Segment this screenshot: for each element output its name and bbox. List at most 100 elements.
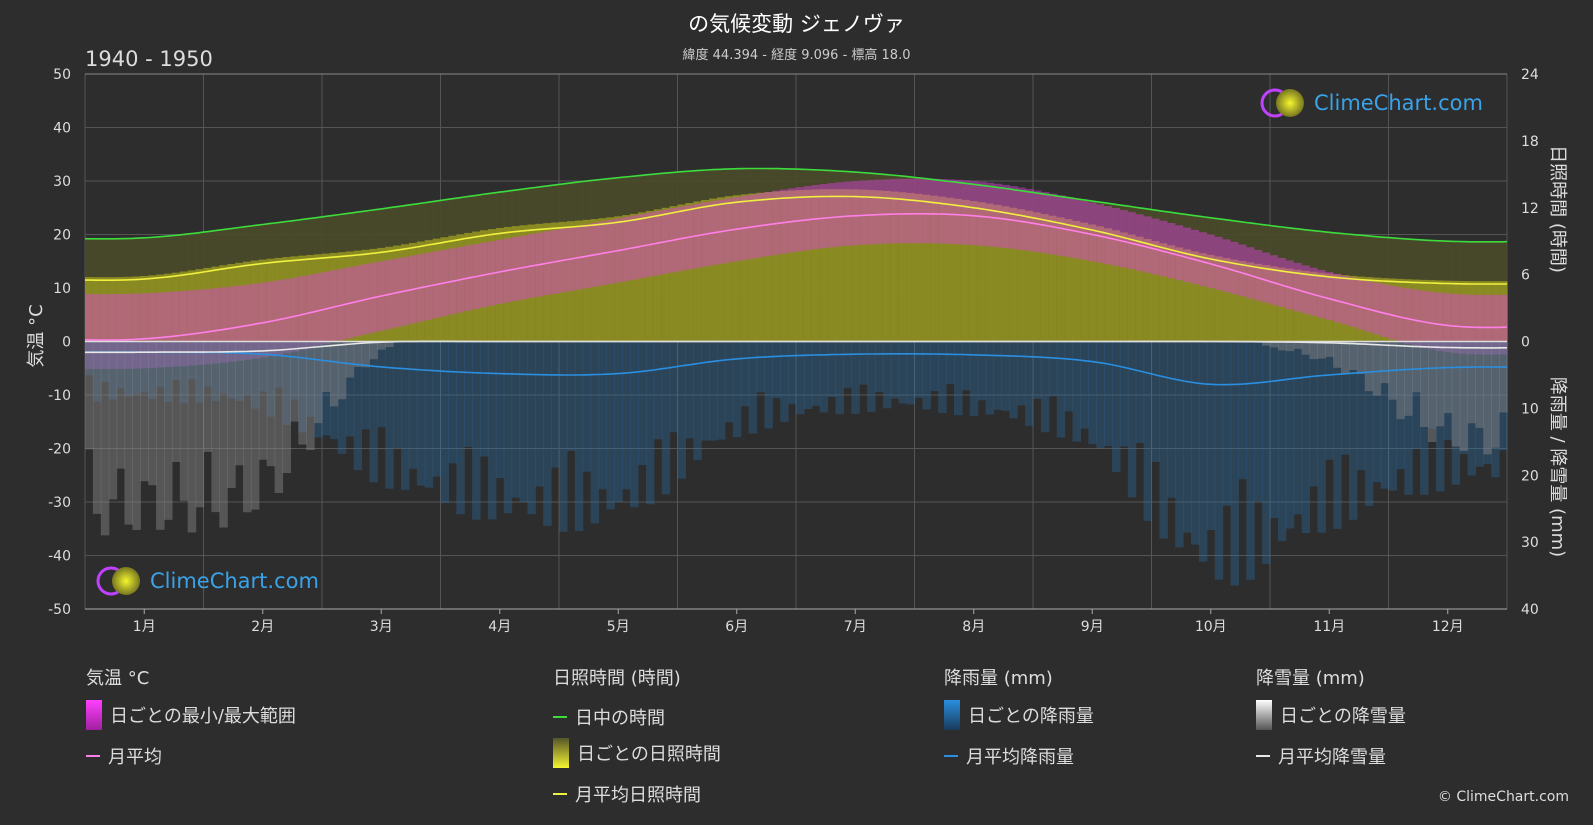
temp-range-bar (290, 277, 299, 352)
snow-bar (282, 341, 291, 474)
sunshine-bar (930, 195, 939, 342)
sunshine-bar (1127, 234, 1137, 342)
sunshine-bar (819, 189, 829, 342)
snow-bar (235, 341, 244, 466)
temp-range-bar (203, 288, 212, 365)
sunshine-bar (954, 198, 963, 342)
y-tick-label-temperature: 40 (53, 121, 71, 137)
temp-range-bar (969, 181, 979, 246)
rain-bar (1214, 341, 1224, 580)
snow-bar (314, 341, 323, 424)
temp-range-bar (1333, 273, 1342, 323)
temp-range-bar (1341, 275, 1350, 325)
snow-bar (266, 341, 276, 467)
rain-bar (243, 341, 252, 396)
sunshine-bar (1167, 245, 1176, 342)
sunshine-bar (140, 275, 149, 342)
sunshine-bar (1388, 278, 1397, 342)
temp-range-bar (124, 293, 133, 369)
temp-range-bar (1317, 269, 1326, 318)
sunshine-bar (282, 257, 291, 342)
sunshine-bar (630, 213, 639, 342)
snow-bar (108, 341, 118, 500)
temp-range-bar (1420, 290, 1429, 348)
logo-top[interactable]: ClimeChart.com (1260, 87, 1483, 119)
sunshine-bar (1372, 277, 1382, 342)
sunshine-bar (1222, 258, 1232, 342)
sunshine-bar (906, 192, 916, 342)
rain-bar (527, 341, 536, 515)
rain-bar (954, 341, 963, 416)
rain-bar (298, 341, 307, 433)
sunshine-bar (914, 193, 923, 342)
rain-bar (796, 341, 805, 415)
rain-bar (1404, 341, 1413, 495)
rain-bar (432, 341, 442, 477)
sunshine-bar (977, 202, 987, 342)
temp-range-bar (1127, 212, 1137, 270)
sunshine-bar (235, 262, 244, 342)
temp-range-bar (1309, 267, 1318, 316)
snow-bar (1349, 341, 1358, 371)
temp-range-bar (1183, 227, 1192, 283)
sunshine-bar (85, 277, 94, 342)
temp-range-bar (1491, 294, 1500, 355)
temp-range-bar (914, 178, 923, 244)
y-tick-label-sunshine: 6 (1521, 268, 1530, 284)
snow-bar (1475, 341, 1484, 428)
temp-range-bar (171, 291, 181, 367)
snow-bar (1372, 341, 1382, 396)
sunshine-bar (1088, 224, 1097, 342)
rain-bar (851, 341, 860, 414)
temp-range-bar (875, 179, 884, 244)
sunshine-bar (1151, 241, 1160, 342)
temp-range-bar (148, 292, 157, 368)
y-tick-label-sunshine: 12 (1521, 201, 1539, 217)
temp-range-bar (1364, 281, 1374, 332)
logo-icon (96, 566, 140, 596)
snow-bar (274, 341, 284, 494)
temp-range-bar (890, 179, 900, 244)
sunshine-bar (1072, 220, 1081, 342)
temp-range-bar (1254, 249, 1263, 301)
sunshine-bar (1262, 265, 1271, 342)
sunshine-bar (993, 204, 1002, 342)
snow-bar (1293, 341, 1303, 349)
snow-bar (164, 341, 173, 520)
temp-range-bar (938, 179, 947, 244)
sunshine-bar (614, 216, 623, 342)
temp-range-bar (1056, 195, 1066, 256)
legend-item-sunshine-mean: 月平均日照時間 (553, 781, 701, 807)
rain-bar (1285, 341, 1295, 529)
snow-bar (179, 341, 189, 501)
rain-bar (638, 341, 647, 466)
temp-range-bar (1191, 229, 1200, 285)
blue-gradient-box-icon (944, 700, 960, 730)
rain-bar (985, 341, 995, 415)
temp-range-bar (314, 273, 323, 347)
rain-bar (472, 341, 481, 520)
temp-range-bar (993, 183, 1002, 248)
y-axis-label-temperature: 気温 °C (26, 304, 47, 367)
rain-bar (393, 341, 402, 449)
sunshine-bar (1119, 232, 1129, 342)
legend-label: 日ごとの降雨量 (968, 706, 1094, 727)
rain-bar (456, 341, 465, 515)
temp-range-bar (85, 294, 94, 369)
sunshine-bar (203, 267, 212, 342)
logo-bottom[interactable]: ClimeChart.com (96, 565, 319, 597)
temp-range-bar (1435, 292, 1445, 351)
rain-bar (1293, 341, 1303, 515)
rain-bar (266, 341, 276, 417)
rain-bar (1135, 341, 1145, 444)
legend-item-temp-mean: 月平均 (86, 743, 162, 769)
rain-bar (480, 341, 489, 457)
x-tick-label: 11月 (1313, 619, 1345, 635)
daily-bars (85, 168, 1508, 586)
sunshine-bar (124, 276, 133, 342)
rain-bar (377, 341, 386, 428)
sunshine-bar (1246, 262, 1255, 342)
sunshine-bar (709, 198, 718, 342)
snow-bar (1341, 341, 1350, 374)
snow-bar (250, 341, 260, 510)
